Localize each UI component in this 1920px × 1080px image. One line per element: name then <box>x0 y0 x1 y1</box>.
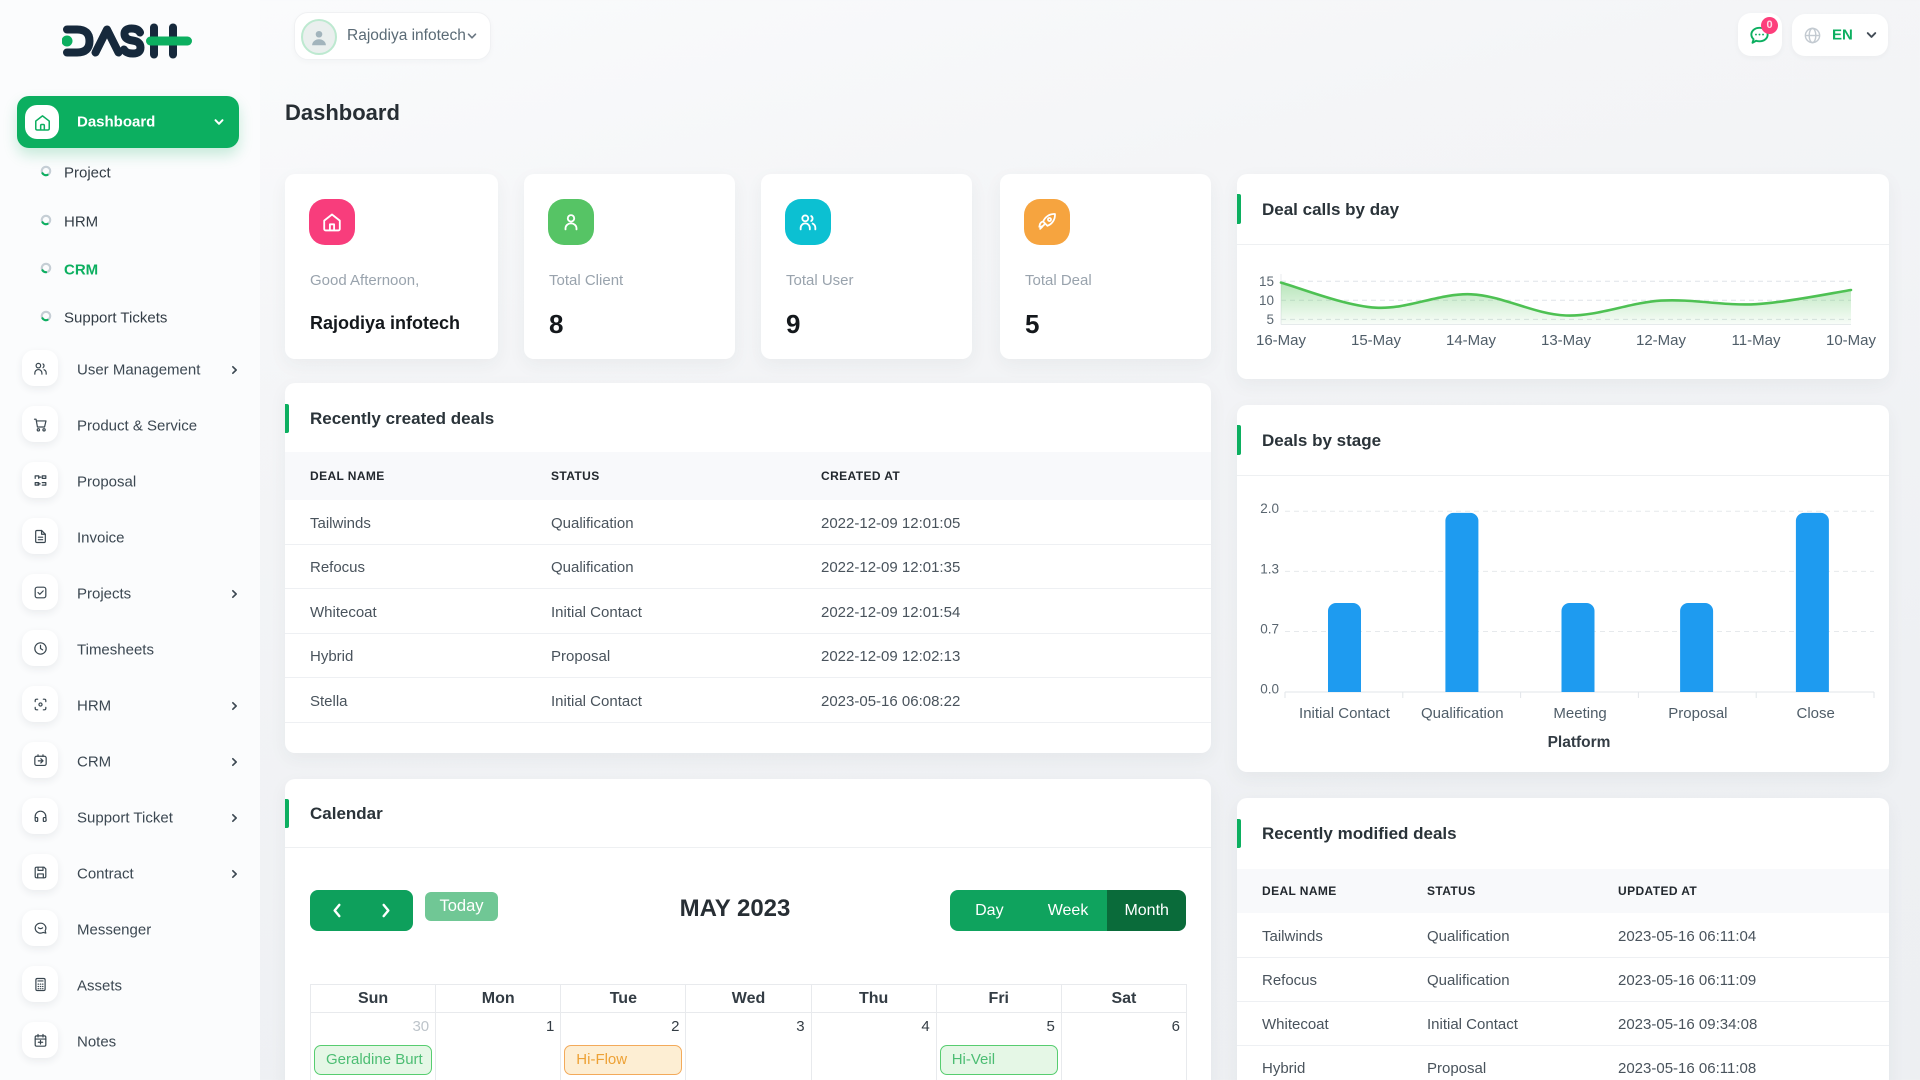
svg-text:10-May: 10-May <box>1826 332 1877 349</box>
svg-text:Platform: Platform <box>1548 734 1611 751</box>
svg-text:Qualification: Qualification <box>1421 705 1504 722</box>
svg-text:2.0: 2.0 <box>1260 501 1279 516</box>
svg-text:16-May: 16-May <box>1256 332 1307 349</box>
svg-text:0.0: 0.0 <box>1260 682 1279 697</box>
svg-text:Close: Close <box>1797 705 1835 722</box>
svg-text:1.3: 1.3 <box>1260 561 1279 576</box>
svg-text:Proposal: Proposal <box>1668 705 1727 722</box>
svg-text:0.7: 0.7 <box>1260 621 1279 636</box>
svg-text:13-May: 13-May <box>1541 332 1592 349</box>
svg-text:11-May: 11-May <box>1732 332 1781 349</box>
svg-text:12-May: 12-May <box>1636 332 1687 349</box>
svg-text:10: 10 <box>1259 293 1274 308</box>
svg-text:15-May: 15-May <box>1351 332 1402 349</box>
svg-text:Meeting: Meeting <box>1553 705 1606 722</box>
svg-text:5: 5 <box>1266 312 1274 327</box>
svg-text:15: 15 <box>1259 274 1274 289</box>
svg-text:14-May: 14-May <box>1446 332 1497 349</box>
svg-text:Initial Contact: Initial Contact <box>1299 705 1391 722</box>
